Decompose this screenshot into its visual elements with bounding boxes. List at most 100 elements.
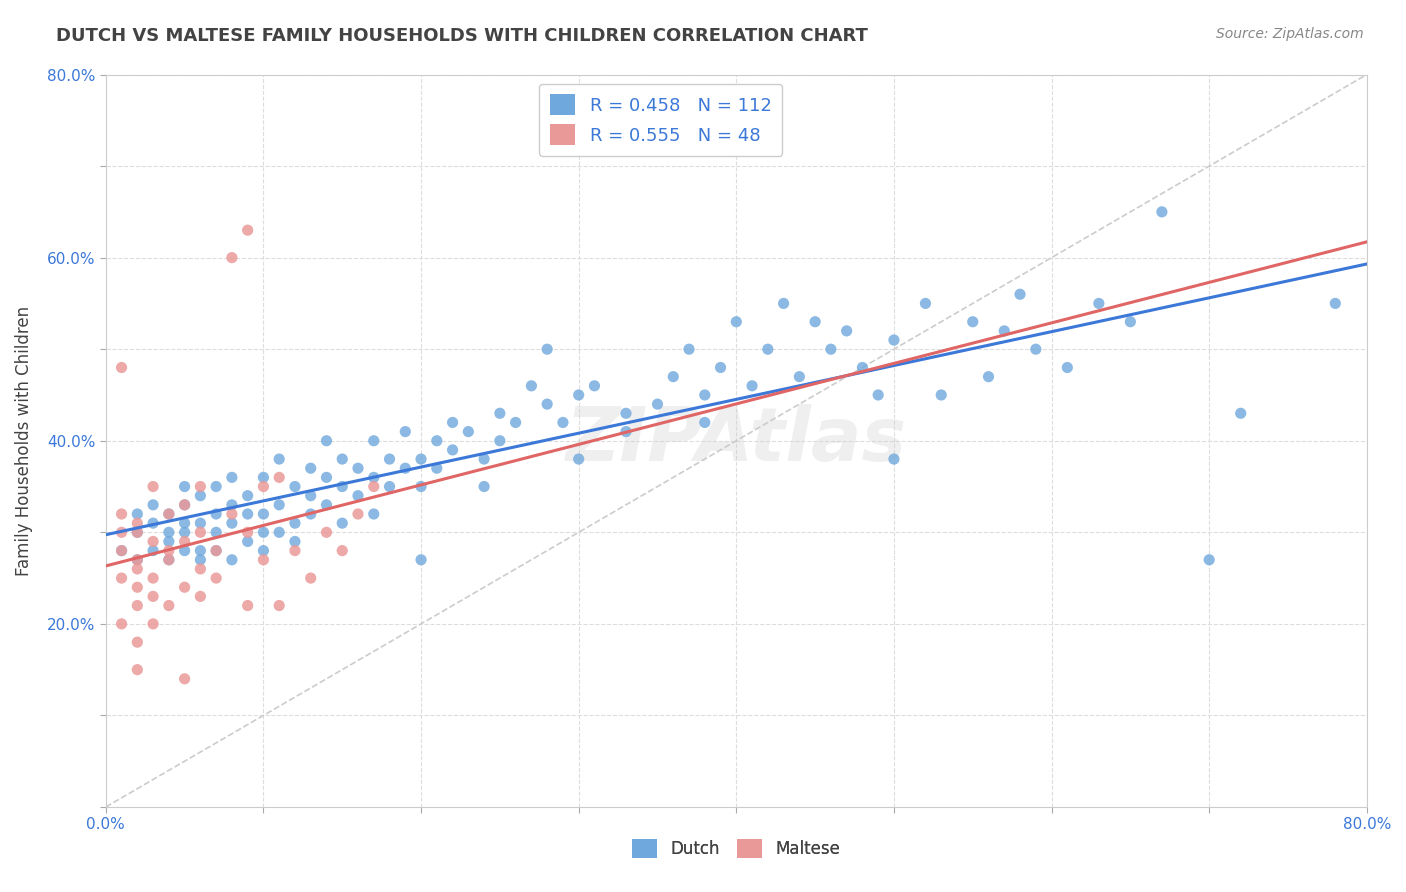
Point	[820, 342, 842, 356]
Point	[173, 543, 195, 558]
Point	[221, 470, 243, 484]
Point	[1150, 205, 1173, 219]
Point	[127, 525, 149, 540]
Point	[883, 333, 905, 347]
Point	[284, 543, 307, 558]
Point	[693, 416, 716, 430]
Point	[127, 599, 149, 613]
Point	[157, 534, 180, 549]
Point	[835, 324, 858, 338]
Point	[190, 525, 212, 540]
Point	[173, 580, 195, 594]
Point	[110, 360, 132, 375]
Point	[583, 379, 606, 393]
Point	[851, 360, 873, 375]
Point	[568, 452, 591, 467]
Point	[127, 663, 149, 677]
Point	[221, 516, 243, 530]
Point	[269, 599, 291, 613]
Point	[647, 397, 669, 411]
Point	[252, 553, 274, 567]
Point	[1198, 553, 1220, 567]
Point	[110, 616, 132, 631]
Point	[205, 543, 228, 558]
Legend: Dutch, Maltese: Dutch, Maltese	[626, 832, 846, 864]
Point	[157, 525, 180, 540]
Point	[205, 543, 228, 558]
Point	[127, 580, 149, 594]
Point	[347, 489, 370, 503]
Point	[678, 342, 700, 356]
Text: Source: ZipAtlas.com: Source: ZipAtlas.com	[1216, 27, 1364, 41]
Point	[252, 507, 274, 521]
Point	[252, 525, 274, 540]
Point	[127, 553, 149, 567]
Point	[173, 516, 195, 530]
Point	[505, 416, 527, 430]
Point	[190, 479, 212, 493]
Text: DUTCH VS MALTESE FAMILY HOUSEHOLDS WITH CHILDREN CORRELATION CHART: DUTCH VS MALTESE FAMILY HOUSEHOLDS WITH …	[56, 27, 868, 45]
Point	[409, 553, 432, 567]
Point	[110, 571, 132, 585]
Point	[614, 406, 637, 420]
Point	[190, 489, 212, 503]
Point	[142, 516, 165, 530]
Point	[173, 498, 195, 512]
Point	[804, 315, 827, 329]
Point	[536, 342, 558, 356]
Point	[252, 470, 274, 484]
Point	[772, 296, 794, 310]
Point	[962, 315, 984, 329]
Point	[110, 525, 132, 540]
Point	[299, 507, 322, 521]
Point	[190, 543, 212, 558]
Point	[756, 342, 779, 356]
Point	[173, 479, 195, 493]
Point	[299, 461, 322, 475]
Point	[221, 498, 243, 512]
Point	[347, 461, 370, 475]
Point	[1008, 287, 1031, 301]
Point	[236, 489, 259, 503]
Point	[330, 516, 353, 530]
Point	[330, 543, 353, 558]
Point	[252, 479, 274, 493]
Point	[914, 296, 936, 310]
Point	[409, 452, 432, 467]
Point	[993, 324, 1015, 338]
Point	[173, 672, 195, 686]
Point	[330, 452, 353, 467]
Point	[252, 543, 274, 558]
Point	[409, 479, 432, 493]
Point	[173, 525, 195, 540]
Point	[127, 516, 149, 530]
Point	[190, 562, 212, 576]
Point	[127, 562, 149, 576]
Point	[472, 452, 495, 467]
Point	[394, 461, 416, 475]
Point	[1229, 406, 1251, 420]
Point	[190, 516, 212, 530]
Point	[315, 434, 337, 448]
Point	[157, 507, 180, 521]
Point	[157, 543, 180, 558]
Point	[269, 525, 291, 540]
Point	[1088, 296, 1111, 310]
Point	[269, 470, 291, 484]
Point	[330, 479, 353, 493]
Point	[741, 379, 763, 393]
Point	[426, 434, 449, 448]
Point	[236, 599, 259, 613]
Point	[173, 534, 195, 549]
Point	[205, 479, 228, 493]
Point	[426, 461, 449, 475]
Point	[551, 416, 574, 430]
Point	[127, 553, 149, 567]
Point	[190, 553, 212, 567]
Point	[536, 397, 558, 411]
Point	[363, 479, 385, 493]
Point	[110, 543, 132, 558]
Point	[236, 525, 259, 540]
Point	[142, 543, 165, 558]
Point	[394, 425, 416, 439]
